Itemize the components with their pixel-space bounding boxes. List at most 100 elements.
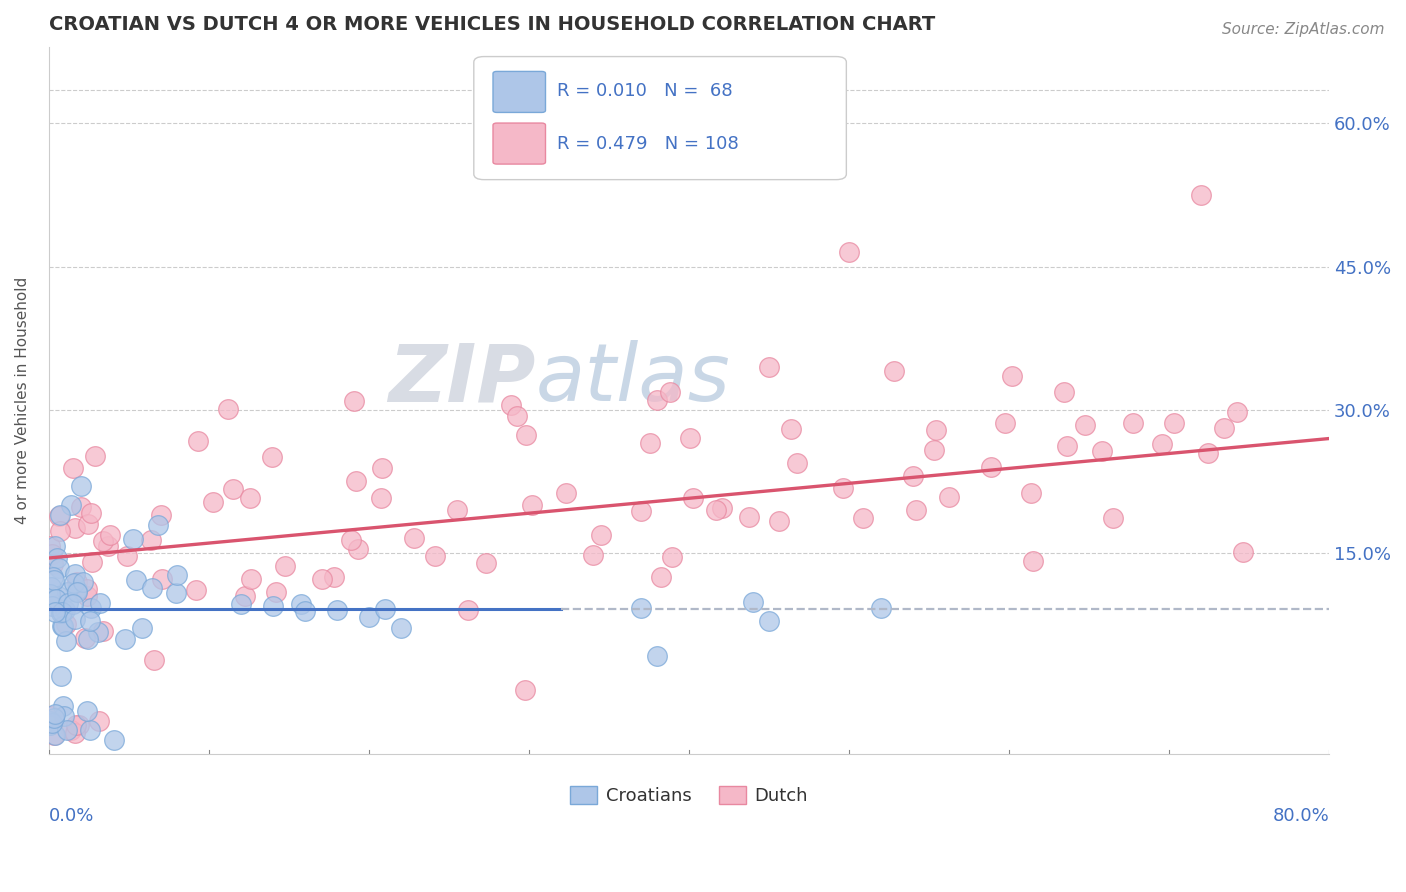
Point bbox=[80, 506, 103, 520]
Point bbox=[1189, 187, 1212, 202]
Point bbox=[53, 603, 76, 617]
Point bbox=[62, 597, 84, 611]
Point bbox=[1056, 439, 1078, 453]
Point bbox=[44, 728, 66, 742]
Point bbox=[76, 582, 98, 596]
Point bbox=[56, 595, 79, 609]
Point bbox=[60, 723, 83, 737]
Point bbox=[925, 424, 948, 438]
Point bbox=[294, 604, 316, 618]
Point bbox=[326, 603, 349, 617]
Point bbox=[520, 498, 543, 512]
Point bbox=[187, 434, 209, 448]
Point bbox=[221, 483, 243, 497]
Point bbox=[704, 502, 727, 516]
Point bbox=[260, 450, 283, 464]
Point bbox=[56, 585, 79, 599]
Point bbox=[103, 732, 125, 747]
Point bbox=[838, 245, 860, 260]
Point bbox=[1212, 421, 1234, 435]
Point bbox=[645, 649, 668, 664]
Point bbox=[96, 540, 118, 554]
Point bbox=[870, 601, 893, 615]
Point bbox=[76, 590, 98, 604]
Point bbox=[150, 572, 173, 586]
Point bbox=[1022, 554, 1045, 568]
Point bbox=[640, 435, 662, 450]
Point bbox=[72, 574, 94, 589]
Point bbox=[357, 609, 380, 624]
Point bbox=[39, 580, 62, 594]
Point bbox=[1001, 369, 1024, 384]
Point bbox=[513, 682, 536, 697]
Point bbox=[165, 586, 187, 600]
Point bbox=[65, 718, 87, 732]
Point bbox=[114, 632, 136, 646]
Point bbox=[630, 503, 652, 517]
Point bbox=[89, 714, 111, 728]
Point bbox=[343, 394, 366, 409]
Point bbox=[98, 528, 121, 542]
Point bbox=[41, 599, 63, 614]
Point bbox=[262, 599, 284, 614]
Y-axis label: 4 or more Vehicles in Household: 4 or more Vehicles in Household bbox=[15, 277, 30, 524]
Point bbox=[786, 456, 808, 470]
Point bbox=[1232, 545, 1254, 559]
Point bbox=[80, 556, 103, 570]
Text: R = 0.479   N = 108: R = 0.479 N = 108 bbox=[557, 135, 738, 153]
Point bbox=[49, 669, 72, 683]
Point bbox=[55, 634, 77, 648]
Point bbox=[41, 716, 63, 731]
Point bbox=[49, 524, 72, 539]
Point bbox=[980, 459, 1002, 474]
Point bbox=[44, 706, 66, 721]
Point bbox=[67, 718, 90, 732]
Point bbox=[1150, 437, 1173, 451]
Point bbox=[79, 723, 101, 737]
Point bbox=[49, 606, 72, 620]
Point bbox=[1102, 511, 1125, 525]
Text: atlas: atlas bbox=[536, 340, 730, 418]
Point bbox=[69, 500, 91, 515]
Point bbox=[779, 422, 801, 436]
Point bbox=[89, 596, 111, 610]
Point bbox=[73, 631, 96, 645]
Point bbox=[1091, 443, 1114, 458]
Point bbox=[51, 605, 73, 619]
Point bbox=[591, 528, 613, 542]
Point bbox=[370, 491, 392, 505]
Point bbox=[44, 605, 66, 619]
Point bbox=[63, 566, 86, 581]
Text: Source: ZipAtlas.com: Source: ZipAtlas.com bbox=[1222, 22, 1385, 37]
Point bbox=[905, 503, 928, 517]
Point bbox=[56, 723, 79, 737]
Point bbox=[79, 601, 101, 615]
Point bbox=[65, 520, 87, 534]
Point bbox=[125, 573, 148, 587]
Point bbox=[346, 541, 368, 556]
Point bbox=[831, 481, 853, 495]
Point bbox=[901, 468, 924, 483]
Point bbox=[122, 532, 145, 546]
Point bbox=[141, 581, 163, 595]
Point bbox=[51, 618, 73, 632]
Point bbox=[46, 551, 69, 566]
Point bbox=[650, 570, 672, 584]
FancyBboxPatch shape bbox=[474, 56, 846, 179]
Point bbox=[52, 619, 75, 633]
Text: 0.0%: 0.0% bbox=[49, 807, 94, 825]
Point bbox=[39, 718, 62, 732]
Point bbox=[515, 427, 537, 442]
Point bbox=[389, 621, 412, 635]
Point bbox=[266, 585, 288, 599]
Point bbox=[883, 364, 905, 378]
Point bbox=[582, 548, 605, 562]
FancyBboxPatch shape bbox=[494, 123, 546, 164]
Point bbox=[344, 475, 367, 489]
Point bbox=[53, 708, 76, 723]
Point bbox=[66, 584, 89, 599]
Point bbox=[630, 601, 652, 615]
Point bbox=[149, 508, 172, 522]
Point bbox=[65, 574, 87, 589]
Point bbox=[1074, 418, 1097, 433]
